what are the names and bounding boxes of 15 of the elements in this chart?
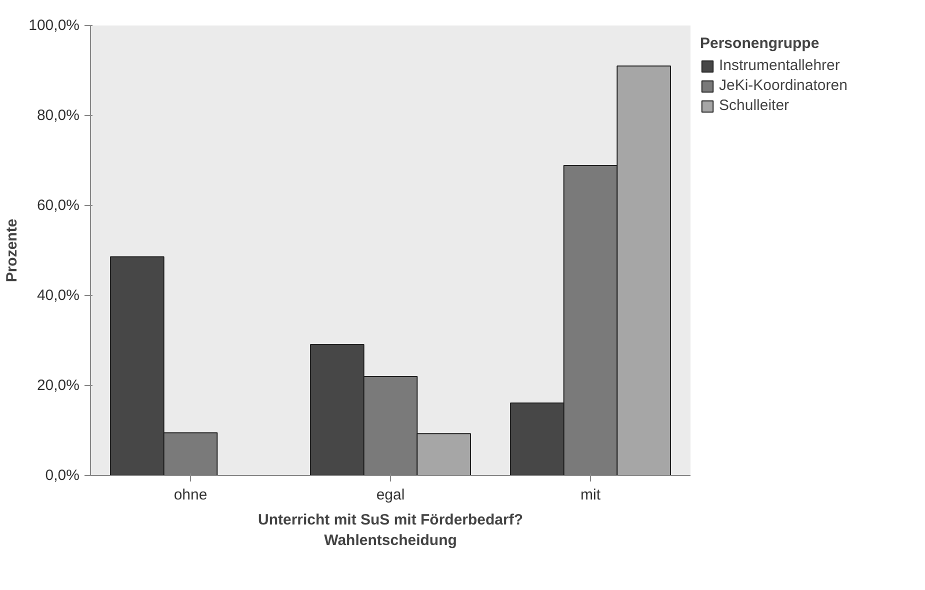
- legend-label: Instrumentallehrer: [719, 57, 840, 74]
- legend-label: Schulleiter: [719, 97, 790, 114]
- y-tick-label: 40,0%: [36, 287, 80, 304]
- legend-title: Personengruppe: [700, 35, 820, 52]
- y-tick-label: 0,0%: [45, 467, 80, 484]
- y-tick-label: 80,0%: [36, 107, 80, 124]
- y-tick-label: 20,0%: [36, 377, 80, 394]
- legend-label: JeKi-Koordinatoren: [719, 77, 848, 94]
- x-axis-title: Unterricht mit SuS mit Förderbedarf? Wahlentscheidung: [258, 512, 524, 549]
- y-axis-title: Prozente: [4, 218, 21, 282]
- x-tick-label: egal: [376, 486, 405, 504]
- y-tick-label: 100,0%: [28, 17, 80, 34]
- x-tick-label: mit: [580, 486, 602, 504]
- x-tick-label: ohne: [174, 486, 208, 504]
- y-tick-label: 60,0%: [36, 197, 80, 214]
